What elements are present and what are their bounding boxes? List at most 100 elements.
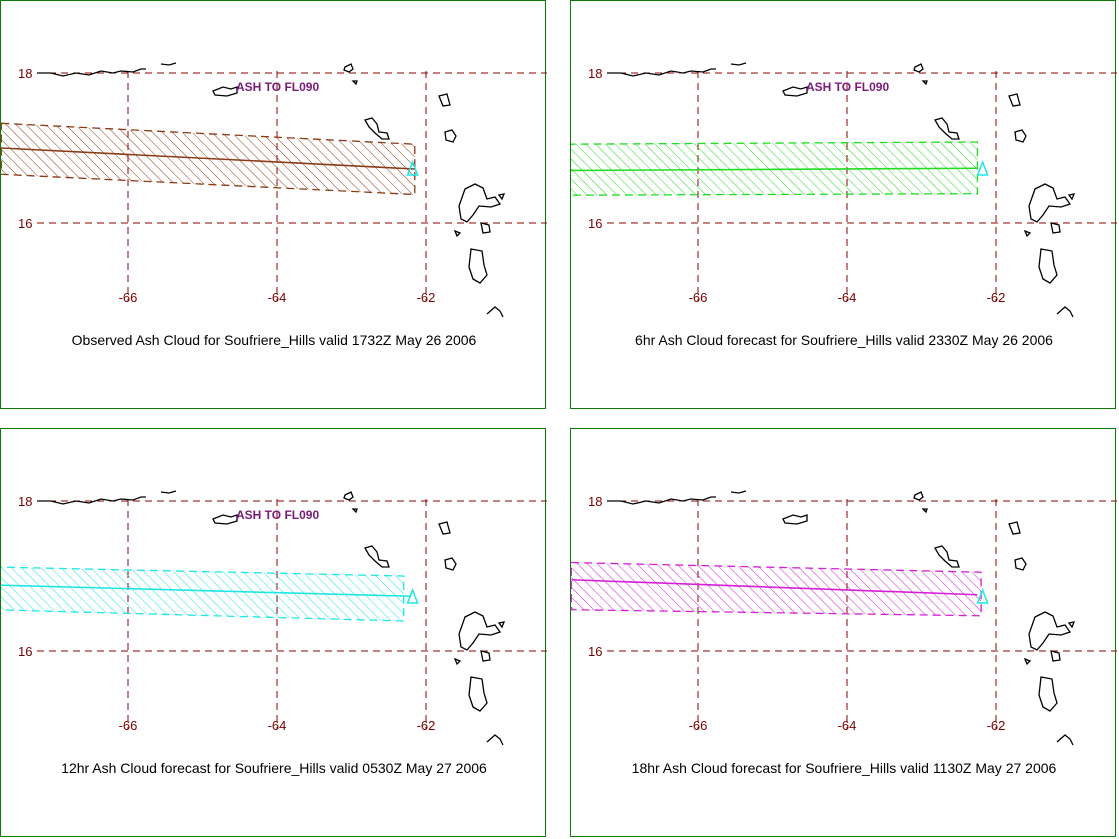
coastline xyxy=(453,657,462,666)
ash-trajectory-line xyxy=(1,584,412,598)
map-canvas: 16 18 -66 -64 -62 ASH TO FL090 xyxy=(1,490,547,746)
coastline xyxy=(438,93,451,107)
coastline xyxy=(1014,557,1027,571)
coastline xyxy=(1050,222,1061,234)
coastline xyxy=(1056,306,1074,318)
lat-tick-label: 18 xyxy=(18,66,32,81)
coastline xyxy=(1028,183,1072,223)
coastline xyxy=(486,306,504,318)
lon-tick-label: -62 xyxy=(987,290,1006,305)
coastline xyxy=(730,62,747,66)
coastline xyxy=(1008,521,1021,535)
coastline xyxy=(160,62,177,66)
graticule xyxy=(607,499,1117,729)
coastline xyxy=(1067,193,1076,201)
panel-caption: Observed Ash Cloud for Soufriere_Hills v… xyxy=(71,332,477,348)
coastline xyxy=(782,514,808,525)
ash-cloud-polygon xyxy=(1,566,405,622)
coastlines xyxy=(37,62,506,318)
lon-tick-label: -66 xyxy=(689,290,708,305)
lon-tick-label: -62 xyxy=(987,718,1006,733)
ash-altitude-label: ASH TO FL090 xyxy=(236,508,319,522)
coastline xyxy=(1038,676,1058,712)
coastline xyxy=(921,80,928,86)
lon-tick-label: -66 xyxy=(119,718,138,733)
coastline xyxy=(782,86,808,97)
volcano-triangle-icon xyxy=(406,159,419,176)
volcano-triangle-icon xyxy=(976,159,989,176)
coastline xyxy=(730,490,747,494)
lon-tick-label: -66 xyxy=(689,718,708,733)
coastline xyxy=(458,183,502,223)
coastline xyxy=(453,229,462,238)
coastline xyxy=(438,521,451,535)
coastline xyxy=(458,611,502,651)
map-canvas: 16 18 -66 -64 -62 ASH TO FL090 xyxy=(1,62,547,318)
coastline xyxy=(1028,611,1072,651)
coastline xyxy=(343,491,354,501)
ash-trajectory-line xyxy=(571,167,978,172)
lon-tick-label: -62 xyxy=(417,290,436,305)
coastline xyxy=(1014,129,1027,143)
coastline xyxy=(160,490,177,494)
forecast-18hr-panel: 16 18 -66 -64 -62 18hr Ash Cloud forecast for… xyxy=(570,428,1117,837)
coastline xyxy=(1008,93,1021,107)
panel-caption: 6hr Ash Cloud forecast for Soufriere_Hil… xyxy=(635,332,1053,348)
panel-caption: 12hr Ash Cloud forecast for Soufriere_Hi… xyxy=(61,760,487,776)
coastline xyxy=(486,734,504,746)
coastline xyxy=(212,86,238,97)
panel-caption: 18hr Ash Cloud forecast for Soufriere_Hi… xyxy=(631,760,1057,776)
coastline xyxy=(212,514,238,525)
ash-altitude-label: ASH TO FL090 xyxy=(806,80,889,94)
volcano-triangle-icon xyxy=(976,587,989,604)
coastline xyxy=(934,545,960,568)
coastline xyxy=(444,557,457,571)
coastlines xyxy=(607,62,1076,318)
coastline xyxy=(1023,657,1032,666)
coastline xyxy=(1038,248,1058,284)
lat-tick-label: 16 xyxy=(588,216,602,231)
coastline xyxy=(351,80,358,86)
observed-ash-panel: 16 18 -66 -64 -62 ASH TO FL090 Observed Ash Cl… xyxy=(0,0,547,409)
coastline xyxy=(1023,229,1032,238)
coastline xyxy=(343,63,354,73)
lat-tick-label: 16 xyxy=(18,216,32,231)
lon-tick-label: -66 xyxy=(119,290,138,305)
coastline xyxy=(913,491,924,501)
coastline xyxy=(913,63,924,73)
coastline xyxy=(480,222,491,234)
lon-tick-label: -64 xyxy=(838,290,857,305)
forecast-6hr-panel: 16 18 -66 -64 -62 ASH TO FL090 6hr Ash Cloud f… xyxy=(570,0,1117,409)
lon-tick-label: -64 xyxy=(838,718,857,733)
coastline xyxy=(468,248,488,284)
coastlines xyxy=(607,490,1076,746)
volcano-triangle-icon xyxy=(406,587,419,604)
coastline xyxy=(444,129,457,143)
lat-tick-label: 18 xyxy=(588,66,602,81)
coastline xyxy=(351,508,358,514)
coastline xyxy=(497,193,506,201)
ash-cloud-polygon xyxy=(571,561,982,617)
coastlines xyxy=(37,490,506,746)
coastline xyxy=(607,68,716,77)
map-canvas: 16 18 -66 -64 -62 xyxy=(571,490,1117,746)
coastline xyxy=(1067,621,1076,629)
coastline xyxy=(1050,650,1061,662)
lon-tick-label: -64 xyxy=(268,718,287,733)
ash-trajectory-line xyxy=(571,578,978,596)
coastline xyxy=(37,496,146,505)
lat-tick-label: 18 xyxy=(18,494,32,509)
lat-tick-label: 16 xyxy=(18,644,32,659)
map-canvas: 16 18 -66 -64 -62 ASH TO FL090 xyxy=(571,62,1117,318)
coastline xyxy=(364,545,390,568)
coastline xyxy=(497,621,506,629)
lat-tick-label: 16 xyxy=(588,644,602,659)
ash-altitude-label: ASH TO FL090 xyxy=(236,80,319,94)
coastline xyxy=(480,650,491,662)
coastline xyxy=(607,496,716,505)
ash-trajectory-line xyxy=(1,147,415,170)
coastline xyxy=(921,508,928,514)
lat-tick-label: 18 xyxy=(588,494,602,509)
coastline xyxy=(364,117,390,140)
forecast-12hr-panel: 16 18 -66 -64 -62 ASH TO FL090 12hr Ash Cloud … xyxy=(0,428,547,837)
